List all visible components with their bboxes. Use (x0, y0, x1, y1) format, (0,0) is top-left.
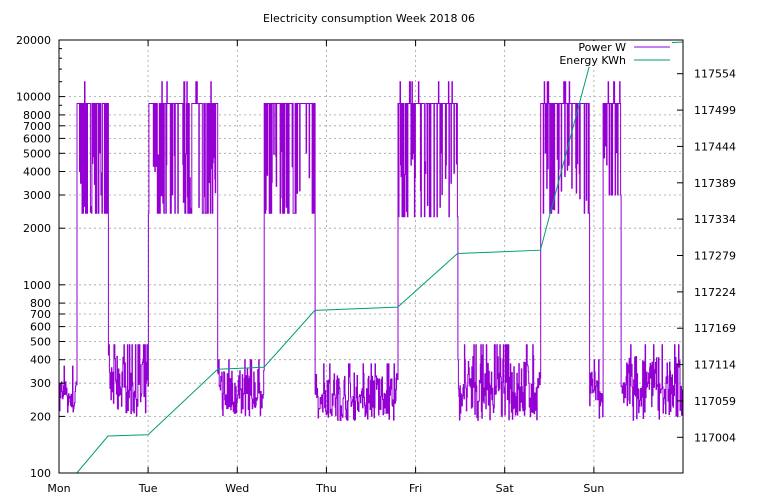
y2-tick-label: 117114 (694, 359, 736, 372)
y2-tick-label: 117004 (694, 431, 736, 444)
y-tick-label: 8000 (23, 109, 51, 122)
y2-tick-label: 117554 (694, 68, 736, 81)
plot-frame (58, 39, 684, 474)
y2-tick-label: 117499 (694, 104, 736, 117)
y-tick-label: 500 (30, 336, 51, 349)
axes: Mon Tue Wed Thu Fri Sat Sun1002003004005006007… (16, 34, 736, 495)
chart-title: Electricity consumption Week 2018 06 (263, 12, 475, 25)
y-tick-label: 300 (30, 377, 51, 390)
y-tick-label: 7000 (23, 120, 51, 133)
y2-tick-label: 117334 (694, 213, 736, 226)
y2-tick-label: 117279 (694, 250, 736, 263)
y2-tick-label: 117389 (694, 177, 736, 190)
y-tick-label: 1000 (23, 279, 51, 292)
y-tick-label: 600 (30, 321, 51, 334)
y-tick-label: 10000 (16, 91, 51, 104)
y2-tick-label: 117059 (694, 395, 736, 408)
y-tick-label: 800 (30, 297, 51, 310)
legend-label: Energy KWh (559, 54, 626, 67)
legend-bg (560, 54, 672, 67)
y-tick-label: 6000 (23, 132, 51, 145)
y2-tick-label: 117444 (694, 140, 736, 153)
y-tick-label: 20000 (16, 34, 51, 47)
y-tick-label: 700 (30, 308, 51, 321)
y-tick-label: 4000 (23, 166, 51, 179)
y-tick-label: 3000 (23, 189, 51, 202)
x-tick-label: Mon (47, 482, 70, 495)
series-power-w (59, 81, 684, 421)
x-tick-label: Tue (138, 482, 158, 495)
x-tick-label: Sun (583, 482, 604, 495)
x-tick-label: Thu (315, 482, 337, 495)
x-tick-label: Fri (409, 482, 422, 495)
y-tick-label: 400 (30, 354, 51, 367)
y-tick-label: 2000 (23, 222, 51, 235)
series-layer (59, 41, 684, 474)
y-tick-label: 200 (30, 410, 51, 423)
x-tick-label: Wed (225, 482, 249, 495)
y2-tick-label: 117224 (694, 286, 736, 299)
y-tick-label: 5000 (23, 147, 51, 160)
x-tick-label: Sat (496, 482, 515, 495)
legend-bg (560, 41, 672, 54)
y2-tick-label: 117169 (694, 322, 736, 335)
y-tick-label: 100 (30, 467, 51, 480)
legend-label: Power W (578, 41, 626, 54)
